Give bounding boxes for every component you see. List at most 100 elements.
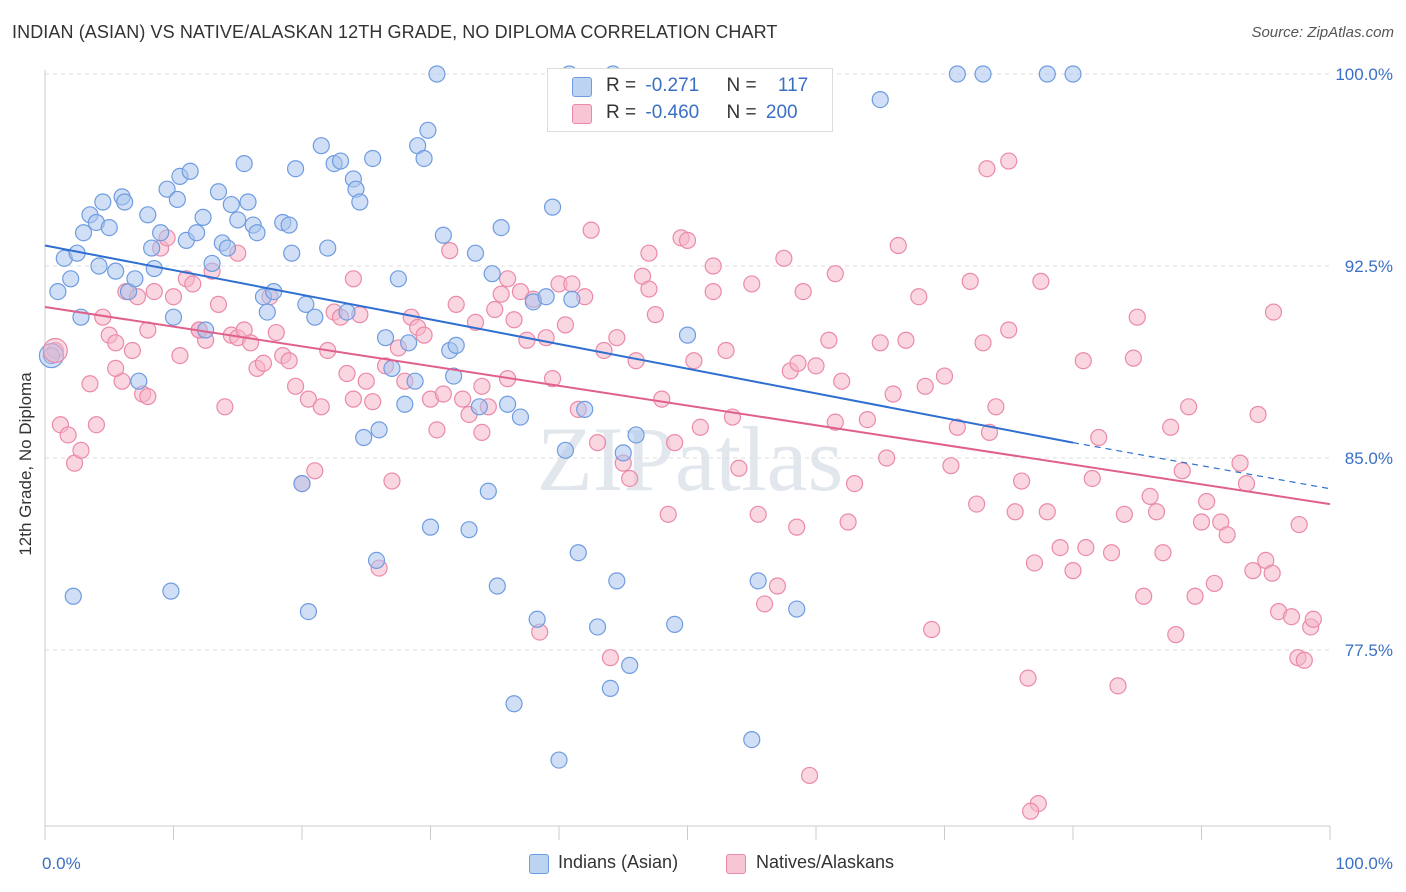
native-alaskan-point (704, 283, 722, 301)
native-alaskan-point (543, 370, 562, 388)
native-alaskan-point (59, 426, 77, 444)
indian-asian-point (569, 544, 587, 562)
native-alaskan-point (878, 449, 896, 467)
native-alaskan-point (678, 231, 697, 249)
y-tick-label: 85.0% (1345, 449, 1393, 468)
indian-asian-point (396, 395, 414, 413)
indian-asian-point (528, 610, 546, 628)
native-alaskan-point (1083, 469, 1101, 488)
native-alaskan-point (730, 459, 748, 477)
native-alaskan-point (1064, 562, 1082, 580)
native-alaskan-point (1154, 544, 1172, 562)
indian-asian-point (64, 587, 82, 605)
native-alaskan-point (499, 270, 517, 288)
legend-r-value-2: -0.460 (645, 102, 700, 123)
indian-asian-point (479, 482, 497, 500)
native-alaskan-point (1000, 152, 1018, 170)
indian-asian-trend-extension (1072, 442, 1331, 490)
native-alaskan-point (826, 413, 844, 431)
indian-asian-point (351, 193, 369, 211)
indian-asian-point (543, 198, 562, 216)
native-alaskan-point (1141, 487, 1159, 505)
indian-asian-point (505, 695, 523, 713)
indian-asian-point (601, 679, 620, 698)
native-alaskan-point (1264, 303, 1283, 321)
native-alaskan-point (1019, 669, 1037, 687)
native-alaskan-point (800, 766, 819, 785)
indian-asian-point (62, 270, 80, 288)
indian-asian-point (90, 257, 108, 275)
native-alaskan-point (704, 257, 722, 275)
y-tick-label: 100.0% (1335, 65, 1393, 84)
native-alaskan-point (434, 385, 452, 403)
native-alaskan-point (666, 434, 684, 452)
legend-r-label-2: R = (606, 102, 642, 123)
x-tick-label: 0.0% (42, 854, 81, 873)
indian-asian-point (139, 206, 157, 224)
native-alaskan-point (1102, 544, 1121, 562)
native-alaskan-point (1244, 562, 1262, 580)
native-alaskan-point (717, 341, 735, 360)
native-alaskan-point (1162, 418, 1180, 436)
indian-asian-point (364, 149, 382, 168)
native-alaskan-point (974, 334, 992, 352)
tick-labels: 77.5% 85.0% 92.5% 100.0% 0.0% 100.0% (42, 65, 1393, 873)
native-alaskan-point (910, 288, 928, 306)
native-alaskan-point (1000, 321, 1018, 339)
indian-asian-point (338, 303, 356, 321)
native-alaskan-point (447, 295, 465, 313)
native-alaskan-point (1263, 564, 1281, 582)
y-tick-label: 92.5% (1345, 257, 1393, 276)
indian-asian-point (871, 90, 889, 109)
data-points (38, 65, 1322, 820)
indian-asian-point (94, 193, 112, 211)
native-alaskan-point (768, 577, 787, 595)
indian-asian-point (152, 224, 170, 242)
native-alaskan-point (473, 377, 491, 395)
native-alaskan-point (897, 331, 915, 349)
native-alaskan-point (164, 288, 183, 306)
native-alaskan-point (184, 275, 202, 293)
native-alaskan-point (1167, 626, 1185, 644)
native-alaskan-point (871, 334, 889, 352)
indian-asian-point (492, 219, 510, 237)
indian-asian-point (74, 224, 93, 242)
indian-asian-point (218, 239, 237, 257)
native-alaskan-point (794, 283, 812, 301)
native-alaskan-point (1282, 608, 1301, 626)
native-alaskan-point (267, 323, 285, 342)
native-alaskan-point (987, 398, 1005, 416)
indian-asian-point (235, 155, 253, 173)
legend-n-label-1: N = (726, 75, 762, 96)
indian-asian-point (355, 428, 373, 447)
native-alaskan-point (1173, 462, 1191, 480)
native-alaskan-point (1124, 349, 1142, 367)
native-alaskan-point (1025, 554, 1044, 572)
native-alaskan-point (845, 475, 864, 493)
indian-asian-point (466, 244, 485, 262)
native-alaskan-point (81, 375, 99, 393)
native-alaskan-point (1077, 538, 1095, 557)
native-alaskan-point (216, 398, 234, 416)
native-alaskan-point (344, 390, 362, 408)
native-alaskan-point (659, 505, 677, 523)
indian-asian-point (49, 283, 67, 301)
indian-asian-point (743, 730, 761, 749)
indian-asian-point (248, 224, 266, 242)
y-tick-label: 77.5% (1345, 641, 1393, 660)
indian-asian-point (556, 441, 575, 459)
indian-asian-point (483, 265, 501, 283)
indian-asian-point (203, 254, 221, 273)
native-alaskan-point (72, 441, 90, 459)
legend-swatch-pink (572, 104, 592, 124)
native-alaskan-point (948, 418, 966, 436)
indian-asian-point (143, 239, 161, 257)
indian-asian-point (164, 308, 183, 326)
indian-asian-point (376, 329, 395, 347)
native-alaskan-point (743, 275, 761, 293)
legend-n-value-2: 200 (765, 102, 798, 123)
indian-asian-point (749, 572, 767, 590)
native-alaskan-point (1012, 472, 1031, 490)
native-alaskan-point (1147, 503, 1166, 521)
